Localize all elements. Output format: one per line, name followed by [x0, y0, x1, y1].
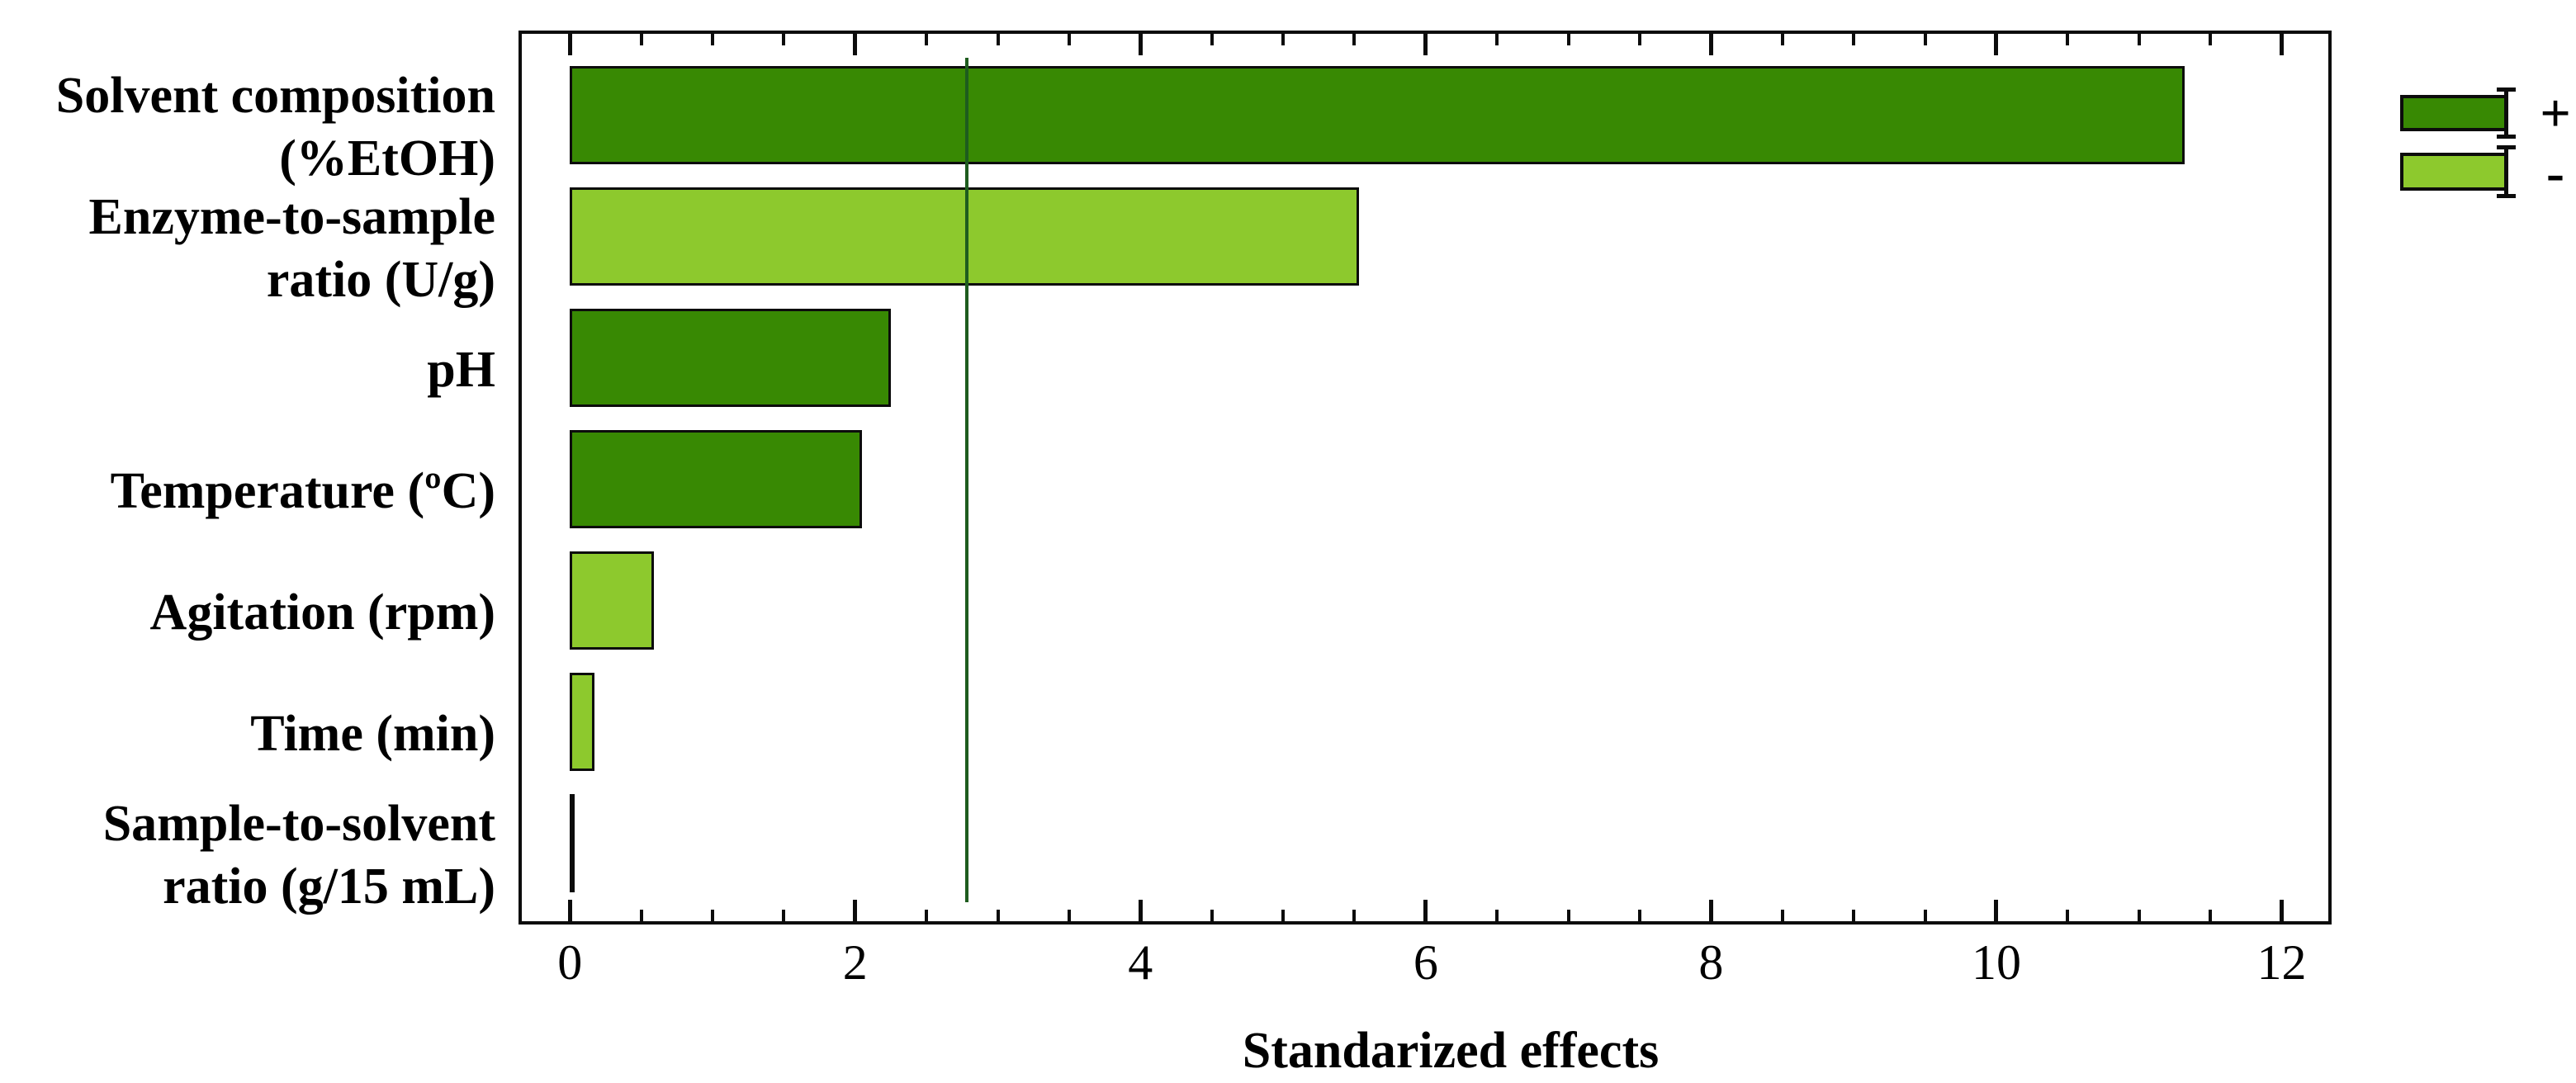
x-major-tick-bottom	[1423, 900, 1428, 921]
bar-4	[570, 551, 655, 650]
x-tick-label-10: 10	[1971, 935, 2021, 990]
x-minor-tick-top	[2209, 34, 2213, 45]
bar-3	[570, 430, 863, 528]
x-minor-tick-bottom	[1281, 910, 1286, 921]
x-minor-tick-bottom	[782, 910, 786, 921]
x-minor-tick-top	[996, 34, 1000, 45]
x-minor-tick-top	[925, 34, 929, 45]
legend: + -	[2386, 74, 2576, 206]
x-minor-tick-bottom	[1638, 910, 1642, 921]
x-major-tick-top	[1423, 34, 1428, 55]
bar-2	[570, 309, 891, 407]
bar-0	[570, 66, 2185, 164]
x-minor-tick-top	[1780, 34, 1784, 45]
x-minor-tick-bottom	[2209, 910, 2213, 921]
x-major-tick-top	[1708, 34, 1713, 55]
x-major-tick-bottom	[1138, 900, 1143, 921]
category-label-2: pH	[427, 341, 495, 398]
x-axis-title: Standarized effects	[1242, 1023, 1660, 1079]
x-minor-tick-top	[1352, 34, 1357, 45]
x-minor-tick-top	[639, 34, 643, 45]
legend-label-negative: -	[2546, 143, 2564, 203]
x-minor-tick-top	[2137, 34, 2141, 45]
x-minor-tick-top	[1923, 34, 1927, 45]
x-minor-tick-top	[1638, 34, 1642, 45]
x-minor-tick-top	[710, 34, 714, 45]
category-label-5: Time (min)	[250, 705, 495, 762]
legend-swatch-positive	[2400, 95, 2507, 131]
bar-1	[570, 187, 1359, 286]
x-minor-tick-bottom	[996, 910, 1000, 921]
x-minor-tick-bottom	[710, 910, 714, 921]
category-label-3: Temperature (ºC)	[110, 462, 495, 519]
x-minor-tick-top	[2066, 34, 2070, 45]
x-major-tick-bottom	[1994, 900, 1999, 921]
legend-swatch-negative	[2400, 153, 2507, 191]
x-minor-tick-bottom	[1780, 910, 1784, 921]
x-minor-tick-top	[1495, 34, 1499, 45]
x-minor-tick-bottom	[1067, 910, 1071, 921]
x-tick-label-2: 2	[842, 935, 868, 990]
category-label-1: Enzyme-to-sample ratio (U/g)	[88, 188, 495, 308]
category-label-6: Sample-to-solvent ratio (g/15 mL)	[102, 795, 495, 915]
x-major-tick-bottom	[567, 900, 572, 921]
x-minor-tick-bottom	[1923, 910, 1927, 921]
x-tick-label-0: 0	[557, 935, 583, 990]
x-minor-tick-top	[1852, 34, 1856, 45]
x-major-tick-top	[1138, 34, 1143, 55]
legend-swatch-edge-positive	[2497, 87, 2516, 139]
x-minor-tick-bottom	[1566, 910, 1570, 921]
x-minor-tick-bottom	[1210, 910, 1214, 921]
x-major-tick-top	[853, 34, 858, 55]
x-tick-label-6: 6	[1413, 935, 1438, 990]
bar-6	[570, 794, 575, 892]
x-minor-tick-bottom	[925, 910, 929, 921]
x-major-tick-top	[2280, 34, 2285, 55]
x-minor-tick-bottom	[1495, 910, 1499, 921]
x-major-tick-top	[567, 34, 572, 55]
x-major-tick-top	[1994, 34, 1999, 55]
x-minor-tick-bottom	[1852, 910, 1856, 921]
bar-5	[570, 673, 594, 771]
x-minor-tick-top	[782, 34, 786, 45]
legend-label-positive: +	[2540, 83, 2571, 144]
x-minor-tick-bottom	[2137, 910, 2141, 921]
category-label-4: Agitation (rpm)	[149, 584, 495, 641]
legend-swatch-edge-negative	[2497, 145, 2516, 198]
x-minor-tick-bottom	[1352, 910, 1357, 921]
x-minor-tick-bottom	[2066, 910, 2070, 921]
x-tick-label-12: 12	[2256, 935, 2307, 990]
category-label-0: Solvent composition (%EtOH)	[55, 67, 495, 187]
x-minor-tick-top	[1281, 34, 1286, 45]
x-major-tick-bottom	[853, 900, 858, 921]
x-minor-tick-top	[1210, 34, 1214, 45]
x-minor-tick-bottom	[639, 910, 643, 921]
x-major-tick-bottom	[1708, 900, 1713, 921]
x-minor-tick-top	[1566, 34, 1570, 45]
x-minor-tick-top	[1067, 34, 1071, 45]
reference-line	[964, 58, 968, 902]
x-tick-label-4: 4	[1128, 935, 1153, 990]
x-major-tick-bottom	[2280, 900, 2285, 921]
x-tick-label-8: 8	[1698, 935, 1724, 990]
